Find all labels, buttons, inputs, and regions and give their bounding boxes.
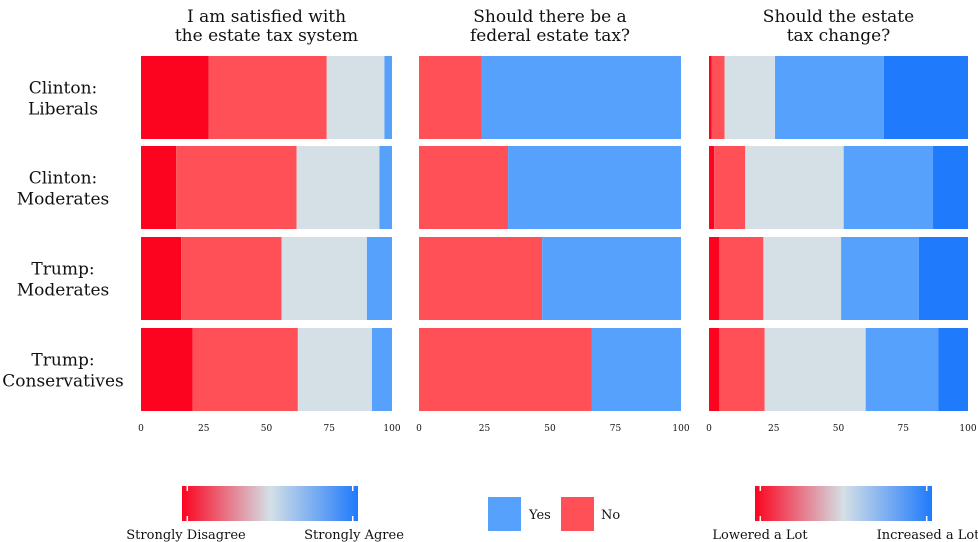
tick-label-panel1-0: 0 (416, 424, 422, 434)
legend-swatch-yes (488, 497, 521, 531)
tick-label-panel1-1: 25 (479, 424, 491, 434)
bar-panel0-row2-seg3 (366, 237, 392, 320)
row-label-2-line-0: Trump: (31, 260, 94, 280)
bar-panel2-row2-seg1 (719, 237, 764, 320)
bar-panel0-row3-seg1 (192, 328, 298, 411)
bar-panel0-row3-seg0 (141, 328, 193, 411)
bar-panel0-row3-seg3 (371, 328, 392, 411)
tick-label-panel0-0: 0 (138, 424, 144, 434)
legend-left-low-label: Strongly Disagree (126, 528, 246, 542)
legend-label-yes: Yes (528, 508, 551, 523)
bar-panel2-row1-seg0 (709, 146, 715, 229)
panel-title-0-line-1: the estate tax system (175, 26, 358, 46)
legend-left-colorbar (182, 486, 358, 521)
tick-label-panel2-4: 100 (959, 424, 976, 434)
legend-right-low-label: Lowered a Lot (712, 528, 808, 542)
panel-title-1-line-1: federal estate tax? (470, 26, 630, 46)
bar-panel0-row2-seg2 (281, 237, 367, 320)
bar-panel1-row3-seg1 (591, 328, 681, 411)
tick-label-panel1-2: 50 (544, 424, 556, 434)
bar-panel1-row3-seg0 (419, 328, 592, 411)
bar-panel2-row3-seg4 (938, 328, 968, 411)
tick-label-panel0-2: 50 (261, 424, 273, 434)
bar-panel0-row0-seg0 (141, 56, 209, 139)
tick-label-panel2-1: 25 (768, 424, 780, 434)
tick-label-panel0-1: 25 (198, 424, 210, 434)
legend-right-colorbar (755, 486, 932, 521)
bar-panel0-row0-seg3 (384, 56, 392, 139)
bar-panel0-row0-seg2 (326, 56, 385, 139)
bar-panel2-row2-seg2 (763, 237, 842, 320)
panel-title-2-line-0: Should the estate (763, 7, 914, 27)
bar-panel2-row0-seg2 (724, 56, 776, 139)
bar-panel2-row0-seg1 (711, 56, 725, 139)
bar-panel2-row1-seg3 (843, 146, 934, 229)
row-label-3-line-0: Trump: (31, 351, 94, 371)
tick-label-panel2-3: 75 (898, 424, 910, 434)
bar-panel0-row1-seg0 (141, 146, 177, 229)
bar-panel2-row3-seg0 (709, 328, 720, 411)
bar-panel1-row1-seg0 (419, 146, 509, 229)
bar-panel2-row1-seg2 (745, 146, 844, 229)
panel-title-2-line-1: tax change? (787, 26, 891, 46)
bar-panel2-row1-seg4 (933, 146, 968, 229)
bar-panel1-row0-seg1 (481, 56, 681, 139)
bar-panel0-row1-seg1 (176, 146, 297, 229)
bar-panel1-row2-seg1 (542, 237, 681, 320)
bar-panel0-row3-seg2 (297, 328, 372, 411)
tick-label-panel1-4: 100 (672, 424, 689, 434)
tick-label-panel1-3: 75 (610, 424, 622, 434)
bar-panel0-row2-seg1 (181, 237, 282, 320)
legend-left-high-label: Strongly Agree (304, 528, 404, 542)
bar-panel2-row2-seg4 (918, 237, 968, 320)
bar-panel2-row0-seg0 (709, 56, 712, 139)
tick-label-panel2-0: 0 (706, 424, 712, 434)
row-label-0-line-0: Clinton: (29, 79, 98, 99)
bar-panel0-row2-seg0 (141, 237, 182, 320)
row-label-0-line-1: Liberals (28, 100, 98, 120)
legend-swatch-no (561, 497, 594, 531)
bar-panel0-row0-seg1 (208, 56, 327, 139)
legend-right-high-label: Increased a Lot (877, 528, 978, 542)
bar-panel2-row3-seg2 (764, 328, 866, 411)
row-label-1-line-0: Clinton: (29, 169, 98, 189)
bar-panel2-row0-seg3 (775, 56, 884, 139)
bar-panel2-row2-seg3 (841, 237, 919, 320)
bar-panel2-row0-seg4 (883, 56, 968, 139)
tick-label-panel0-3: 75 (324, 424, 336, 434)
tick-label-panel0-4: 100 (383, 424, 400, 434)
row-label-3-line-1: Conservatives (2, 372, 124, 392)
legend-label-no: No (601, 508, 620, 523)
bar-panel2-row3-seg1 (719, 328, 765, 411)
bar-panel1-row2-seg0 (419, 237, 543, 320)
bar-panel2-row3-seg3 (865, 328, 939, 411)
bar-panel1-row0-seg0 (419, 56, 482, 139)
bar-panel1-row1-seg1 (508, 146, 681, 229)
row-label-1-line-1: Moderates (17, 190, 109, 210)
row-label-2-line-1: Moderates (17, 281, 109, 301)
bar-panel2-row2-seg0 (709, 237, 720, 320)
bar-panel0-row1-seg2 (296, 146, 380, 229)
panel-title-0-line-0: I am satisfied with (187, 7, 346, 27)
panel-title-1-line-0: Should there be a (473, 7, 626, 27)
bar-panel0-row1-seg3 (379, 146, 392, 229)
bar-panel2-row1-seg1 (714, 146, 746, 229)
tick-label-panel2-2: 50 (833, 424, 845, 434)
